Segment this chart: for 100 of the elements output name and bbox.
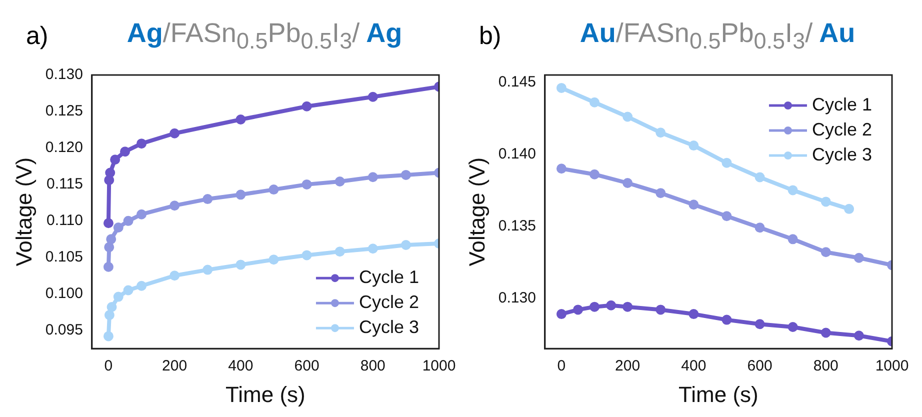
point	[556, 309, 566, 320]
point	[400, 170, 411, 180]
x-tick-label: 1000	[875, 358, 909, 375]
chart-title: Au/FASn$_{0.5}$Pb$_{0.5}$I$_{3}$/ Au	[580, 18, 856, 54]
point	[136, 138, 147, 149]
point	[236, 190, 246, 200]
point	[722, 211, 732, 222]
x-tick-label: 600	[747, 358, 772, 375]
y-tick-label: 0.095	[45, 322, 83, 338]
point	[302, 250, 312, 260]
point	[110, 154, 120, 165]
x-tick-label: 400	[681, 358, 706, 375]
legend-label: Cycle 3	[812, 144, 872, 164]
point	[622, 302, 633, 312]
point	[622, 112, 633, 122]
point	[103, 331, 114, 342]
point	[334, 246, 345, 257]
y-tick-label: 0.125	[45, 102, 83, 120]
y-tick-label: 0.105	[45, 248, 83, 266]
point	[170, 128, 180, 138]
point	[302, 101, 312, 112]
y-tick-label: 0.140	[498, 145, 536, 162]
point	[302, 179, 312, 190]
point	[688, 309, 699, 320]
x-axis-title: Time (s)	[678, 382, 758, 407]
point	[105, 168, 116, 178]
point	[136, 280, 147, 291]
legend-label: Cycle 1	[358, 267, 420, 288]
legend-label: Cycle 3	[358, 317, 420, 338]
point	[820, 196, 831, 207]
point	[844, 204, 854, 214]
point	[754, 222, 765, 233]
point	[820, 328, 831, 338]
point	[268, 184, 279, 195]
chart-title: Ag/FASn$_{0.5}$Pb$_{0.5}$I$_{3}$/ Ag	[126, 18, 402, 54]
point	[656, 304, 666, 315]
point	[400, 240, 411, 250]
point	[754, 319, 765, 330]
point	[368, 92, 378, 102]
point	[788, 234, 798, 244]
point	[202, 194, 213, 204]
y-axis-title: Voltage (V)	[464, 157, 490, 266]
x-tick-label: 1000	[422, 358, 456, 375]
point	[788, 185, 798, 196]
text: a)	[26, 22, 48, 51]
point	[236, 260, 246, 270]
legend-label: Cycle 1	[812, 94, 872, 114]
point	[268, 254, 279, 265]
point	[103, 262, 114, 272]
point	[606, 300, 616, 310]
y-tick-label: 0.145	[498, 73, 536, 90]
point	[368, 172, 378, 182]
point	[236, 114, 246, 125]
point	[123, 216, 134, 226]
point	[590, 97, 600, 108]
x-tick-label: 600	[294, 358, 320, 375]
point	[854, 252, 864, 263]
y-tick-label: 0.135	[498, 217, 536, 234]
x-tick-label: 200	[162, 358, 188, 375]
point	[170, 200, 180, 211]
x-tick-label: 0	[557, 358, 566, 375]
y-tick-label: 0.100	[45, 285, 83, 302]
point	[590, 302, 600, 312]
point	[123, 285, 134, 296]
point	[106, 234, 116, 244]
point	[170, 270, 180, 281]
y-axis-title: Voltage (V)	[11, 157, 36, 266]
point	[113, 292, 124, 302]
point	[572, 304, 583, 315]
point	[622, 178, 633, 188]
point	[136, 209, 147, 220]
legend-label: Cycle 2	[812, 119, 872, 140]
point	[103, 218, 114, 228]
point	[688, 200, 699, 210]
point	[820, 247, 831, 258]
point	[590, 169, 600, 180]
x-tick-label: 800	[360, 358, 386, 375]
y-tick-label: 0.120	[45, 139, 83, 156]
point	[104, 175, 114, 186]
x-tick-label: 200	[615, 358, 640, 375]
point	[854, 330, 864, 341]
point	[120, 146, 130, 157]
point	[788, 322, 798, 332]
legend-label: Cycle 2	[358, 292, 420, 312]
x-tick-label: 0	[104, 358, 113, 375]
point	[113, 222, 124, 232]
point	[656, 128, 666, 138]
y-tick-label: 0.115	[46, 176, 83, 193]
point	[104, 310, 114, 320]
point	[722, 158, 732, 168]
point	[104, 242, 114, 252]
point	[656, 188, 666, 198]
point	[722, 314, 732, 325]
point	[754, 172, 765, 182]
x-tick-label: 800	[813, 358, 838, 375]
point	[688, 140, 699, 151]
y-tick-label: 0.110	[46, 212, 83, 230]
point	[334, 176, 345, 187]
point	[202, 264, 213, 275]
text: b)	[479, 22, 502, 51]
